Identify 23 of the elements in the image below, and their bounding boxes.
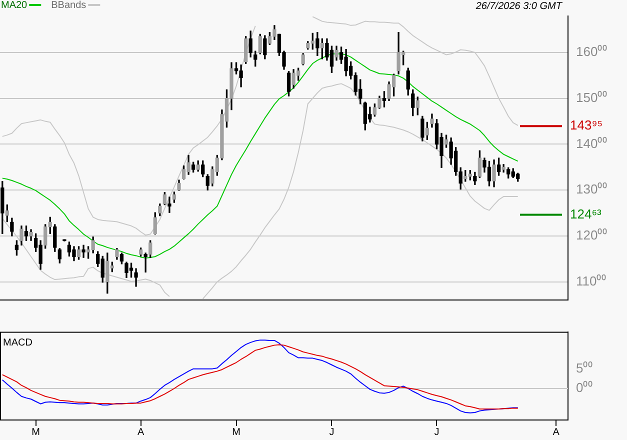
candlestick [134, 268, 138, 287]
x-tick-label: J [434, 426, 440, 438]
y-tick-label: 120⁰⁰ [576, 228, 608, 243]
x-tick-label: M [32, 426, 40, 438]
legend-label: BBands [51, 0, 86, 11]
text: 26/7/2026 3:0 GMT [474, 1, 563, 12]
candlestick [168, 196, 172, 213]
y-tick-label: 130⁰⁰ [576, 182, 608, 197]
y-tick-label: 140⁰⁰ [576, 136, 608, 151]
ref-line-label: 124⁶³ [570, 206, 602, 222]
y-tick-label: 5⁰⁰ [576, 360, 594, 376]
y-tick-label: 110⁰⁰ [576, 273, 607, 288]
y-tick-label: 160⁰⁰ [576, 44, 608, 60]
y-tick-label: 150⁰⁰ [576, 90, 608, 105]
legend-label: MA20 [1, 0, 28, 11]
ref-line-label: 143⁹⁵ [570, 118, 603, 133]
x-tick-label: A [552, 426, 560, 438]
candlestick [82, 244, 86, 258]
x-tick-label: J [329, 426, 334, 438]
y-tick-label: 0⁰⁰ [576, 380, 594, 396]
x-tick-label: A [137, 426, 144, 438]
text: MACD [3, 338, 32, 349]
x-tick-label: M [232, 426, 240, 438]
